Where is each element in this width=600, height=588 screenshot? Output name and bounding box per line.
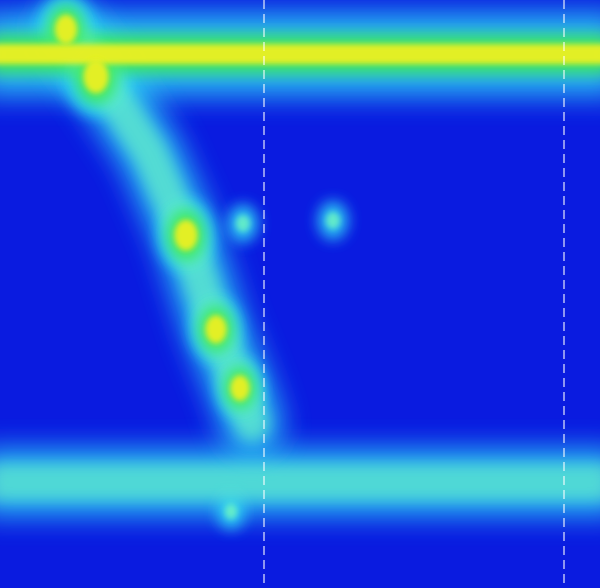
- heatmap-hot-layer: [0, 14, 600, 520]
- marker-lines: [263, 0, 565, 588]
- hotspot-2-core: [83, 59, 109, 94]
- hotspot-1-core: [54, 14, 78, 45]
- lower-band-core: [0, 464, 600, 501]
- small-spot-1-core: [236, 215, 250, 232]
- small-spot-3-core: [224, 504, 238, 520]
- small-spot-2-core: [326, 212, 340, 229]
- upper-band-core: [0, 44, 600, 65]
- hotspot-3-core: [174, 219, 198, 251]
- hotspot-5-core: [230, 375, 250, 401]
- hotspot-4-core: [205, 315, 227, 344]
